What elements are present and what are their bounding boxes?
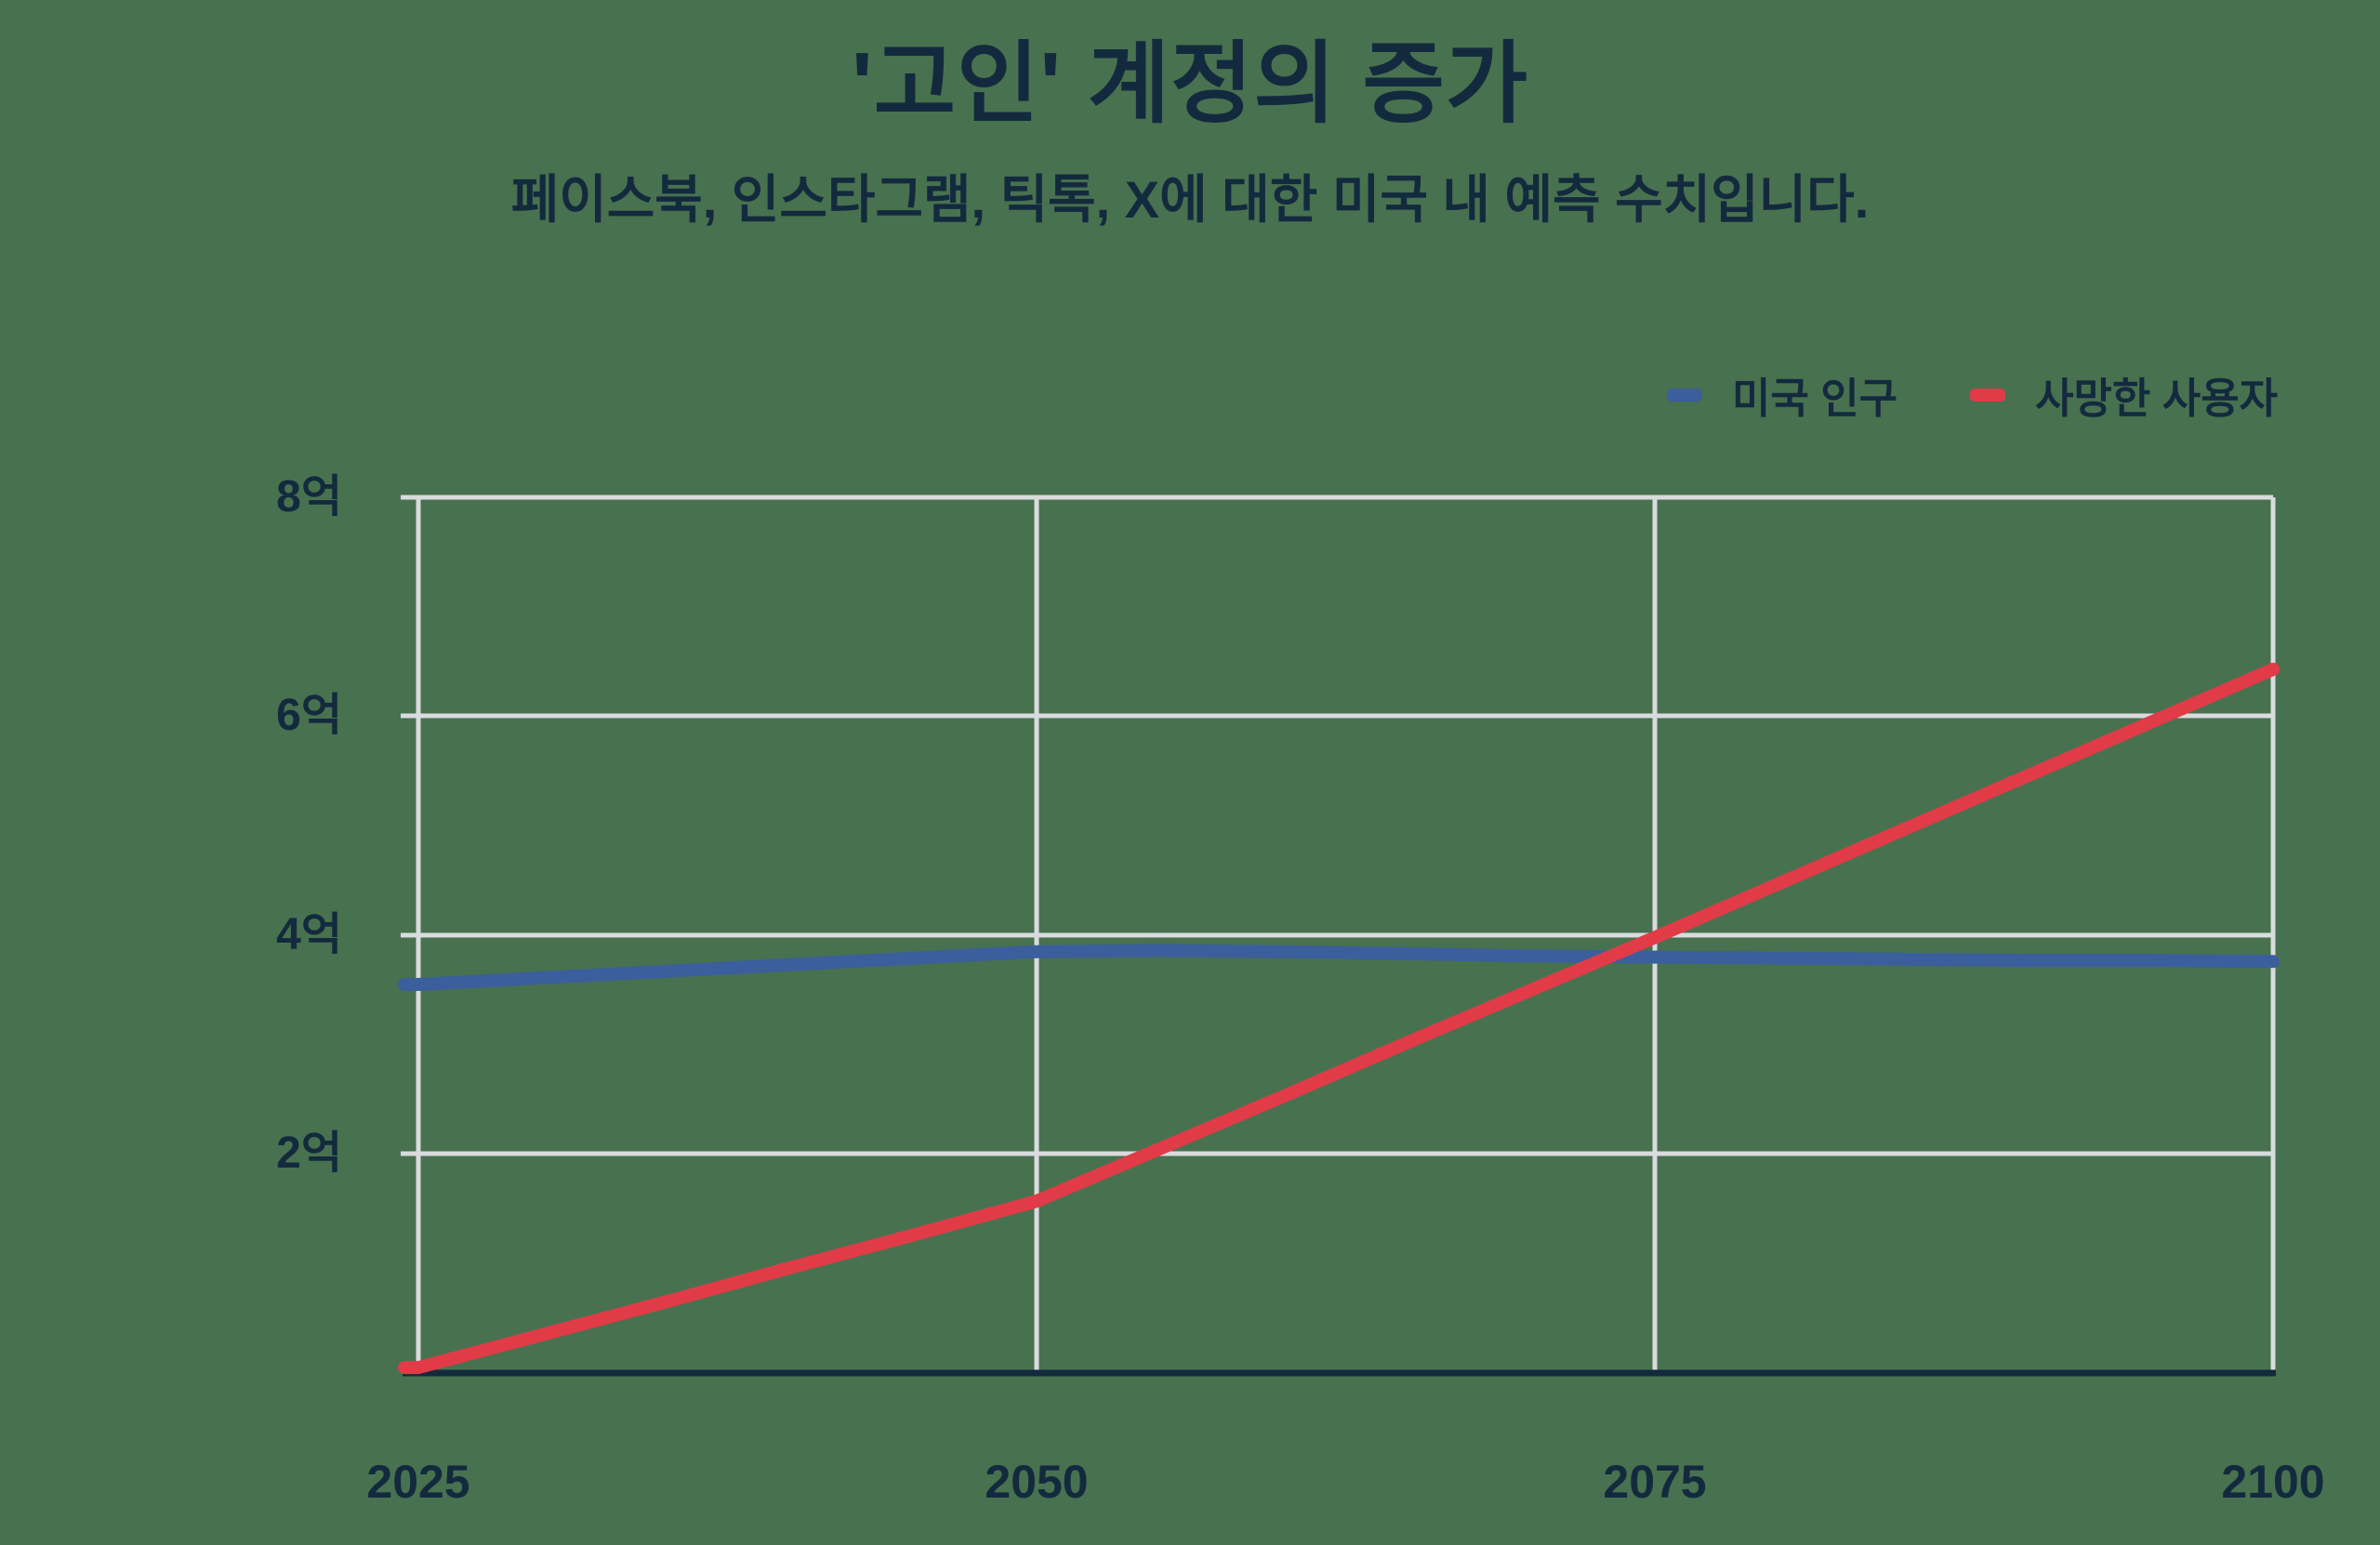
y-tick-label-600m: 6억 <box>276 691 342 740</box>
x-tick-label-2100: 2100 <box>2221 1456 2325 1508</box>
y-tick-label-200m: 2억 <box>276 1129 342 1178</box>
legend-label-us-population: 미국 인구 <box>1731 375 1898 422</box>
x-tick-label-2025: 2025 <box>366 1456 470 1508</box>
x-tick-label-2075: 2075 <box>1603 1456 1707 1508</box>
chart-subtitle: 페이스북, 인스타그램, 틱톡, X에 대한 미국 내 예측 수치입니다. <box>510 170 1870 229</box>
legend-item-us-population: 미국 인구 <box>1666 364 1898 425</box>
legend: 미국 인구 사망한 사용자 <box>1666 364 2278 425</box>
us-population-swatch-icon <box>1666 388 1702 402</box>
x-tick-label-2050: 2050 <box>985 1456 1089 1508</box>
us-population-line <box>398 944 2280 991</box>
chart-title: '고인' 계정의 증가 <box>851 34 1529 134</box>
vertical-gridlines <box>416 497 2276 1373</box>
y-tick-label-400m: 4억 <box>276 910 342 959</box>
horizontal-gridlines <box>418 495 2273 1156</box>
y-tick-label-800m: 8억 <box>276 472 342 522</box>
legend-label-deceased-users: 사망한 사용자 <box>2035 375 2278 422</box>
legend-item-deceased-users: 사망한 사용자 <box>1970 364 2278 425</box>
y-axis-ticks <box>401 495 418 1156</box>
deceased-users-line <box>398 662 2280 1375</box>
deceased-users-swatch-icon <box>1970 388 2006 402</box>
